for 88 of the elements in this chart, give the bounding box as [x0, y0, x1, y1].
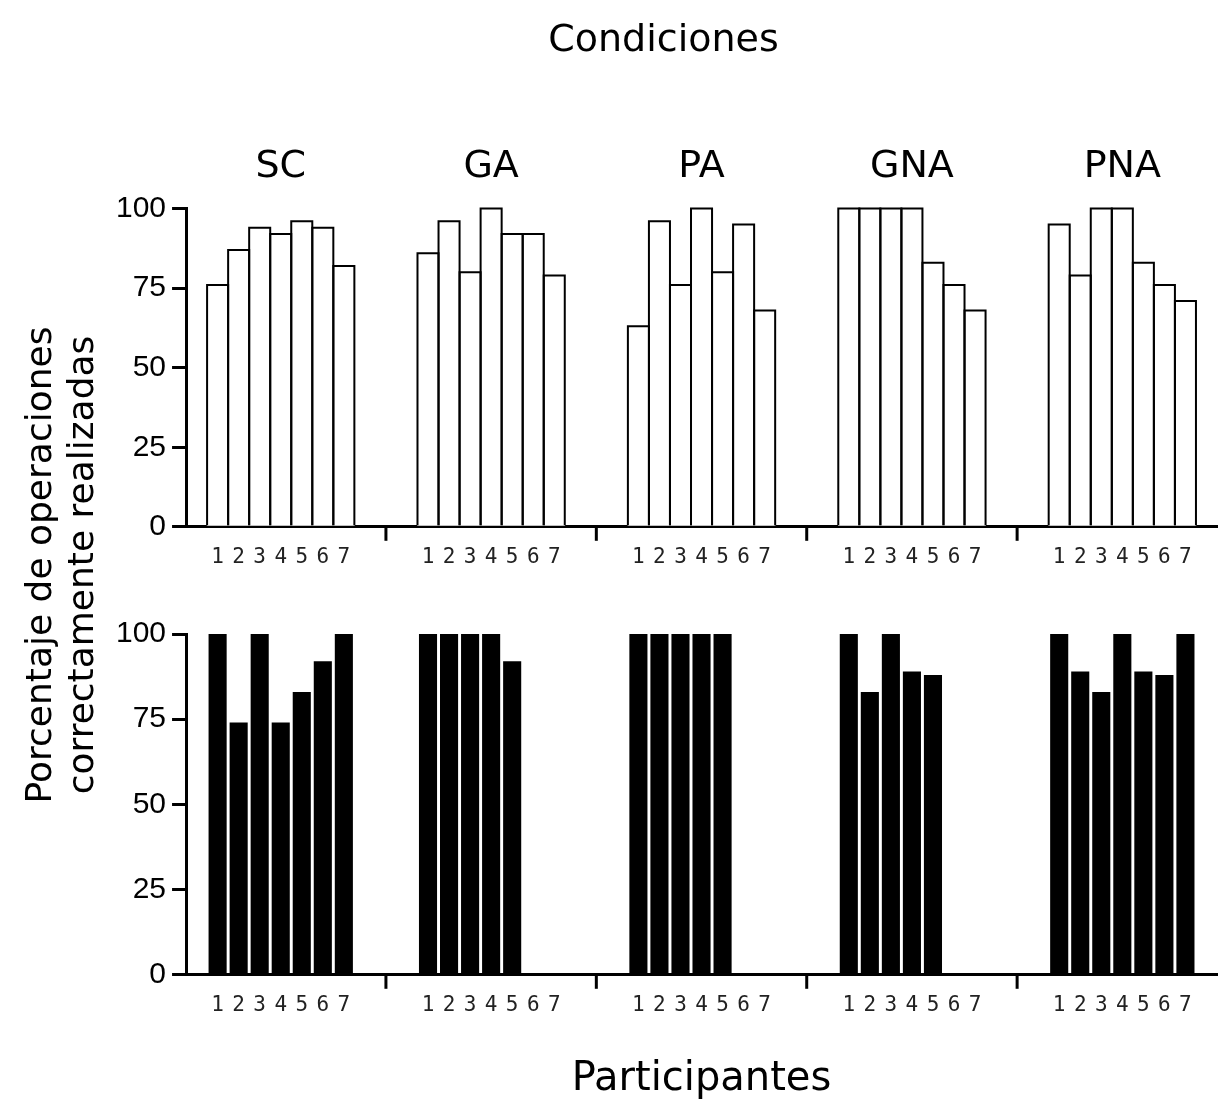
chart-title: Condiciones	[548, 15, 779, 60]
x-tick-label: 2	[863, 991, 877, 1016]
x-tick-label: 3	[884, 543, 898, 568]
x-tick-label: 7	[547, 543, 561, 568]
x-tick-label: 3	[884, 991, 898, 1016]
x-tick-label: 1	[1052, 543, 1066, 568]
x-tick-label: 4	[1115, 543, 1129, 568]
x-tick-label: 1	[1052, 991, 1066, 1016]
x-tick-label: 1	[632, 543, 645, 568]
x-tick-label: 4	[484, 543, 498, 568]
x-tick-label: 6	[316, 543, 330, 568]
x-tick-label: 5	[716, 543, 729, 568]
x-tick-label: 7	[758, 991, 771, 1016]
x-tick-label: 5	[926, 543, 940, 568]
text: SC	[255, 142, 307, 187]
x-tick-label: 4	[484, 991, 498, 1016]
x-tick-label: 1	[421, 543, 435, 568]
x-tick-label: 3	[674, 543, 687, 568]
x-tick-label: 2	[232, 543, 245, 568]
text: GA	[463, 142, 519, 187]
y-tick-label: 25	[132, 428, 167, 462]
x-tick-label: 4	[695, 991, 708, 1016]
x-tick-label: 7	[1179, 543, 1192, 568]
x-tick-label: 5	[926, 991, 940, 1016]
x-tick-label: 2	[442, 543, 456, 568]
text: GNA	[869, 142, 954, 187]
x-tick-label: 2	[1073, 543, 1087, 568]
x-tick-label: 7	[758, 543, 771, 568]
x-tick-label: 1	[211, 543, 224, 568]
x-tick-label: 2	[863, 543, 877, 568]
x-tick-label: 6	[526, 991, 540, 1016]
x-tick-label: 1	[842, 543, 856, 568]
x-tick-label: 3	[253, 991, 267, 1016]
x-tick-label: 4	[274, 543, 288, 568]
x-tick-label: 7	[337, 991, 351, 1016]
x-tick-label: 5	[1137, 991, 1150, 1016]
x-tick-label: 6	[737, 991, 750, 1016]
x-tick-label: 6	[1158, 991, 1171, 1016]
x-tick-label: 1	[211, 991, 224, 1016]
x-tick-label: 6	[1158, 543, 1171, 568]
x-tick-label: 1	[632, 991, 645, 1016]
x-tick-label: 6	[947, 543, 961, 568]
y-axis-title: Porcentaje de operaciones correctamente realizadas	[18, 325, 102, 806]
x-tick-label: 7	[968, 543, 982, 568]
y-tick-label: 100	[115, 615, 167, 649]
x-tick-label: 5	[505, 543, 519, 568]
x-tick-label: 6	[947, 991, 961, 1016]
x-tick-label: 4	[695, 543, 708, 568]
x-tick-label: 5	[295, 543, 309, 568]
x-tick-label: 3	[1094, 543, 1108, 568]
y-tick-label: 75	[132, 269, 167, 303]
text: PA	[678, 142, 725, 187]
y-tick-label: 0	[149, 508, 167, 542]
x-tick-label: 7	[968, 991, 982, 1016]
text: PNA	[1083, 142, 1161, 187]
y-tick-label: 50	[132, 785, 167, 819]
x-tick-label: 6	[526, 543, 540, 568]
x-axis-title: Participantes	[571, 1053, 832, 1100]
x-tick-label: 6	[316, 991, 330, 1016]
x-tick-label: 5	[716, 991, 729, 1016]
x-tick-label: 4	[905, 543, 919, 568]
y-tick-label: 50	[132, 348, 167, 382]
x-tick-label: 1	[842, 991, 856, 1016]
x-tick-label: 7	[337, 543, 351, 568]
x-tick-label: 2	[653, 543, 666, 568]
x-tick-label: 5	[295, 991, 309, 1016]
x-tick-label: 3	[1094, 991, 1108, 1016]
x-tick-label: 4	[274, 991, 288, 1016]
x-tick-label: 7	[1179, 991, 1192, 1016]
x-tick-label: 7	[547, 991, 561, 1016]
x-tick-label: 2	[232, 991, 245, 1016]
x-tick-label: 3	[463, 543, 477, 568]
x-tick-label: 2	[1073, 991, 1087, 1016]
x-tick-label: 5	[505, 991, 519, 1016]
y-tick-label: 0	[149, 956, 167, 990]
x-tick-label: 4	[1115, 991, 1129, 1016]
x-tick-label: 2	[653, 991, 666, 1016]
x-tick-label: 3	[253, 543, 267, 568]
x-tick-label: 3	[463, 991, 477, 1016]
x-tick-label: 2	[442, 991, 456, 1016]
x-tick-label: 6	[737, 543, 750, 568]
y-tick-label: 75	[132, 700, 167, 734]
x-tick-label: 3	[674, 991, 687, 1016]
x-tick-label: 1	[421, 991, 435, 1016]
y-tick-label: 100	[115, 189, 167, 223]
y-tick-label: 25	[132, 870, 167, 904]
x-tick-label: 4	[905, 991, 919, 1016]
x-tick-label: 5	[1137, 543, 1150, 568]
